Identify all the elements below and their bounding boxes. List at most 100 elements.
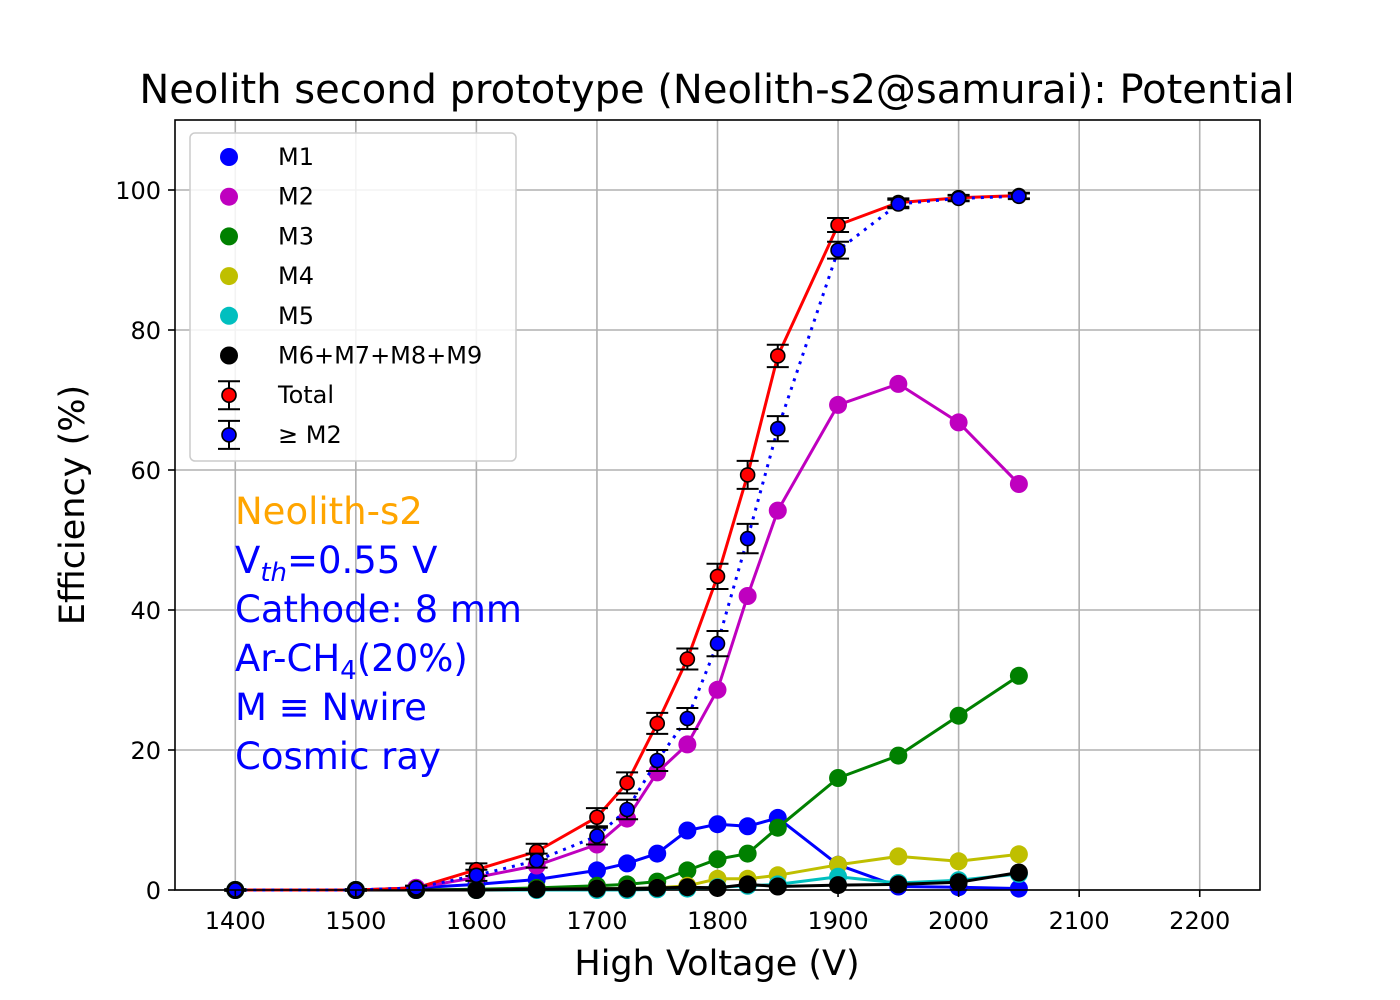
data-point [618,879,637,898]
data-point [1011,188,1027,205]
y-axis-label: Efficiency (%) [53,385,93,625]
ticks: 1400 1500 1600 1700 1800 1900 2000 2100 2200 0 20 4… [115,177,1230,935]
legend-item: M1 [220,143,314,171]
data-point [587,861,606,880]
data-point [829,769,848,787]
legend-item: M5 [220,302,314,330]
x-tick-label: 1500 [325,907,386,935]
legend: M1 M2 M3 M4 M5 M6+M7+M8+M9 Total ≥ M2 [189,132,517,462]
data-point [1009,475,1028,493]
y-tick-label: 0 [146,877,161,905]
data-point [618,854,637,873]
annotation-threshold-v: V [235,539,260,582]
legend-marker [221,387,237,404]
legend-marker [220,346,238,365]
x-tick-label: 1400 [205,907,266,935]
series--m2 [224,188,1030,898]
x-tick-label: 2200 [1169,907,1230,935]
data-point [709,635,726,652]
data-point [769,420,786,437]
data-point [678,861,697,880]
y-tick-label: 100 [115,177,161,205]
data-point [739,467,756,483]
data-point [1009,666,1028,685]
series-line [235,382,1020,892]
data-point [708,878,727,897]
data-point [679,651,696,667]
legend-label: M5 [278,302,314,330]
x-tick-label: 2000 [928,907,989,935]
series-line [235,816,1019,892]
y-tick-label: 80 [130,317,161,345]
data-point [648,844,667,863]
data-point [468,867,485,884]
data-point [408,880,424,896]
data-point [649,752,666,769]
data-point [738,844,757,863]
data-point [738,587,757,605]
data-point [950,190,967,207]
series-layer [224,187,1030,899]
x-tick-label: 1900 [808,907,869,935]
data-point [739,530,756,547]
annotation-threshold-value: =0.55 V [287,539,437,582]
data-point [889,875,908,894]
data-point [619,775,635,791]
data-point [1009,863,1028,882]
data-point [768,501,787,520]
data-point [587,879,606,898]
legend-marker [220,148,238,166]
legend-items: M1 M2 M3 M4 M5 M6+M7+M8+M9 Total ≥ M2 [218,143,482,450]
data-point [528,852,545,869]
legend-item: ≥ M2 [218,419,342,450]
annotation-cathode: Cathode: 8 mm [235,588,522,631]
x-tick-label: 1800 [687,907,748,935]
legend-item: Total [218,380,334,411]
data-point [949,852,968,871]
annotation-gas-mix: (20%) [357,637,468,680]
annotation-block: Neolith-s2 Vth=0.55 V Cathode: 8 mm Ar-C… [235,490,522,778]
legend-marker [220,306,238,325]
y-tick-label: 20 [130,737,161,765]
data-point [709,568,726,585]
data-point [589,809,605,826]
x-tick-label: 2100 [1049,907,1110,935]
legend-item: M2 [220,183,314,211]
data-point [890,196,907,212]
legend-item: M4 [220,262,314,290]
data-point [708,680,727,699]
data-point [738,817,757,836]
legend-label: M1 [278,143,314,171]
data-point [708,815,727,834]
data-point [678,878,697,897]
data-point [889,374,908,393]
legend-label: Total [277,381,334,409]
legend-marker [220,187,238,206]
data-point [678,821,697,840]
legend-label: M3 [278,222,314,250]
x-axis-label: High Voltage (V) [574,944,859,984]
data-point [830,242,846,258]
data-point [768,877,787,896]
x-tick-label: 1700 [566,907,627,935]
legend-item: M6+M7+M8+M9 [220,342,482,370]
data-point [768,818,787,837]
annotation-source: Cosmic ray [235,735,441,778]
chart-title: Neolith second prototype (Neolith-s2@sam… [139,67,1294,113]
legend-label: M6+M7+M8+M9 [278,342,482,370]
data-point [589,828,605,844]
data-point [649,715,666,732]
annotation-threshold-sub: th [260,558,287,588]
legend-item: M3 [220,222,314,250]
data-point [769,348,786,364]
data-point [1009,845,1028,864]
annotation-gas-name: Ar-CH [235,637,340,680]
y-tick-label: 60 [130,457,161,485]
data-point [679,710,696,727]
annotation-gas: Ar-CH4(20%) [235,637,468,686]
data-point [949,873,968,892]
data-point [889,746,908,765]
series-line [235,194,1019,892]
annotation-gas-sub: 4 [340,656,357,686]
